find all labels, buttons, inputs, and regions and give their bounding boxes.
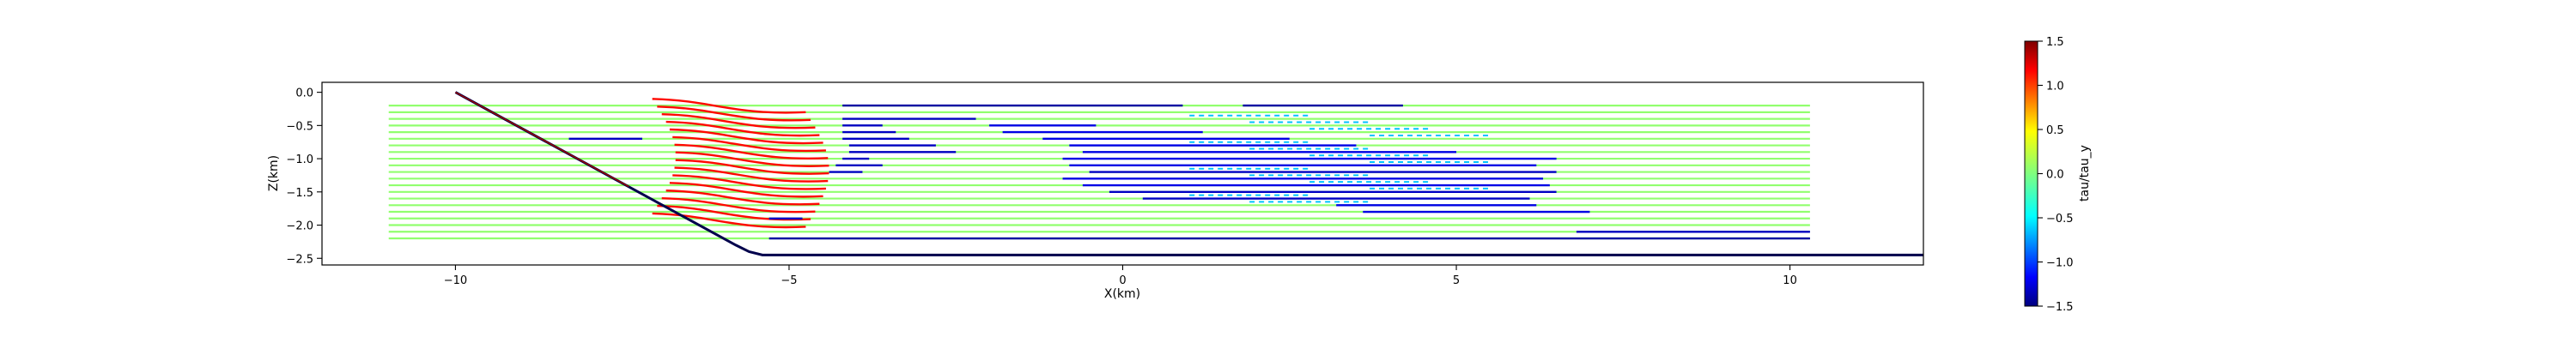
y-tick-label: 0.0 xyxy=(295,87,313,100)
colorbar xyxy=(2024,40,2038,307)
high-stress-streamline xyxy=(661,196,816,214)
colorbar-tick-label: 0.0 xyxy=(2046,169,2064,182)
high-stress-streamline xyxy=(672,174,826,190)
y-tick-label: −1.0 xyxy=(286,153,313,166)
y-tick-label: −2.0 xyxy=(286,220,313,233)
colorbar-tick-label: −0.5 xyxy=(2046,213,2074,226)
high-stress-streamline xyxy=(674,166,829,183)
colorbar-tick-label: 1.5 xyxy=(2046,36,2064,49)
high-stress-streamline xyxy=(675,159,829,175)
x-axis-label: X(km) xyxy=(1104,287,1140,301)
colorbar-tick-label: −1.5 xyxy=(2046,301,2074,314)
y-tick-label: −1.5 xyxy=(286,187,313,200)
high-stress-streamline xyxy=(669,182,823,198)
x-axis-ticks: −10 −5 0 5 10 xyxy=(444,265,1797,287)
x-tick-label: 0 xyxy=(1119,274,1126,287)
high-stress-streamline xyxy=(665,120,820,137)
y-axis-label: Z(km) xyxy=(267,155,281,191)
colorbar-gradient xyxy=(2024,40,2038,307)
high-stress-streamline xyxy=(674,143,829,160)
y-tick-label: −2.5 xyxy=(286,253,313,266)
x-tick-label: −5 xyxy=(781,274,797,287)
x-tick-label: 10 xyxy=(1783,274,1797,287)
domain-boundary xyxy=(454,91,1923,256)
colorbar-ticks: 1.5 1.0 0.5 0.0 −0.5 −1.0 −1.5 xyxy=(2038,36,2074,314)
colorbar-tick-label: −1.0 xyxy=(2046,257,2074,270)
high-stress-streamline xyxy=(657,105,811,122)
colorbar-tick-label: 1.0 xyxy=(2046,81,2064,93)
high-stress-streamline xyxy=(669,128,823,145)
x-tick-label: 5 xyxy=(1453,274,1460,287)
high-stress-streamline xyxy=(665,190,820,206)
y-axis-ticks: 0.0 −0.5 −1.0 −1.5 −2.0 −2.5 xyxy=(286,87,322,266)
high-stress-streamline xyxy=(672,135,826,153)
slope-edge xyxy=(455,92,629,188)
high-stress-streamline xyxy=(657,204,811,221)
y-tick-label: −0.5 xyxy=(286,120,313,133)
plot-area xyxy=(388,91,1923,256)
high-stress-streamline xyxy=(675,151,829,167)
high-stress-streamline xyxy=(652,98,806,114)
high-stress-streamline xyxy=(652,212,806,229)
colorbar-label: tau/tau_y xyxy=(2078,145,2092,202)
high-stress-streamline xyxy=(661,112,816,129)
x-tick-label: −10 xyxy=(444,274,467,287)
colorbar-tick-label: 0.5 xyxy=(2046,124,2064,137)
